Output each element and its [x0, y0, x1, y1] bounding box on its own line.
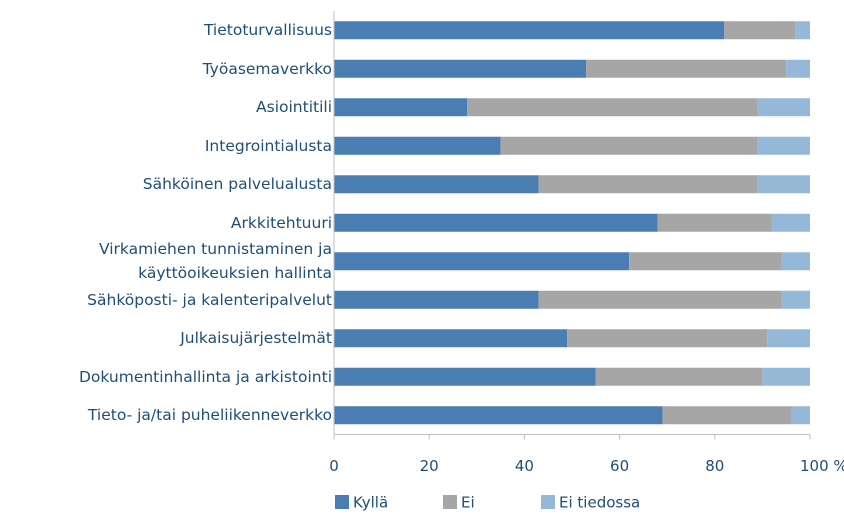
bar-segment [781, 290, 810, 309]
x-tick-label: 100 % [800, 457, 844, 475]
bar-segment [657, 213, 772, 232]
bar-segment [538, 290, 782, 309]
bar-segment [334, 21, 725, 40]
bar-segment [334, 136, 501, 155]
bar-segment [334, 329, 568, 348]
bar-segment [334, 98, 468, 117]
bar-segment [595, 367, 763, 386]
category-label: Arkkitehtuuri [230, 213, 332, 232]
legend-label: Ei tiedossa [559, 494, 640, 512]
x-tick-label: 60 [610, 457, 629, 475]
bar-segment [771, 213, 810, 232]
bar-segment [790, 406, 810, 425]
bar-segment [334, 252, 630, 271]
bar-segment [724, 21, 796, 40]
bar-segment [757, 136, 810, 155]
category-label: Virkamiehen tunnistaminen ja käyttöoikeu… [98, 240, 332, 283]
bar-segment [762, 367, 810, 386]
category-label: Työasemaverkko [202, 59, 332, 78]
bar-segment [538, 175, 758, 194]
bar-segment [795, 21, 810, 40]
bar-segment [334, 290, 539, 309]
x-tick-label: 20 [420, 457, 439, 475]
category-label: Tietoturvallisuus [203, 21, 332, 40]
category-label: Tieto- ja/tai puheliikenneverkko [87, 406, 332, 425]
bar-segment [662, 406, 791, 425]
legend-label: Kyllä [353, 494, 388, 512]
bar-segment [586, 59, 787, 78]
x-tick-label: 0 [329, 457, 339, 475]
category-label: Sähköposti- ja kalenteripalvelut [87, 290, 332, 309]
x-tick-label: 80 [705, 457, 724, 475]
bar-segment [786, 59, 810, 78]
legend-swatch [335, 495, 349, 509]
bar-segment [500, 136, 758, 155]
x-tick-label: 40 [515, 457, 534, 475]
bar-segment [334, 213, 658, 232]
category-label: Julkaisujärjestelmät [180, 329, 332, 348]
category-label: Asiointitili [256, 98, 332, 117]
bar-segment [334, 367, 596, 386]
bar-segment [767, 329, 810, 348]
legend-swatch [443, 495, 457, 509]
bar-segment [781, 252, 810, 271]
bar-segment [334, 59, 587, 78]
bar-segment [629, 252, 782, 271]
bar-segment [567, 329, 768, 348]
category-label: Integrointialusta [204, 136, 332, 155]
bar-segment [334, 175, 539, 194]
category-label: Dokumentinhallinta ja arkistointi [78, 367, 332, 386]
category-label: Sähköinen palvelualusta [142, 175, 332, 194]
bar-segment [334, 406, 663, 425]
legend-label: Ei [461, 494, 475, 512]
bar-segment [757, 98, 810, 117]
bar-segment [757, 175, 810, 194]
legend-swatch [541, 495, 555, 509]
bar-segment [467, 98, 758, 117]
